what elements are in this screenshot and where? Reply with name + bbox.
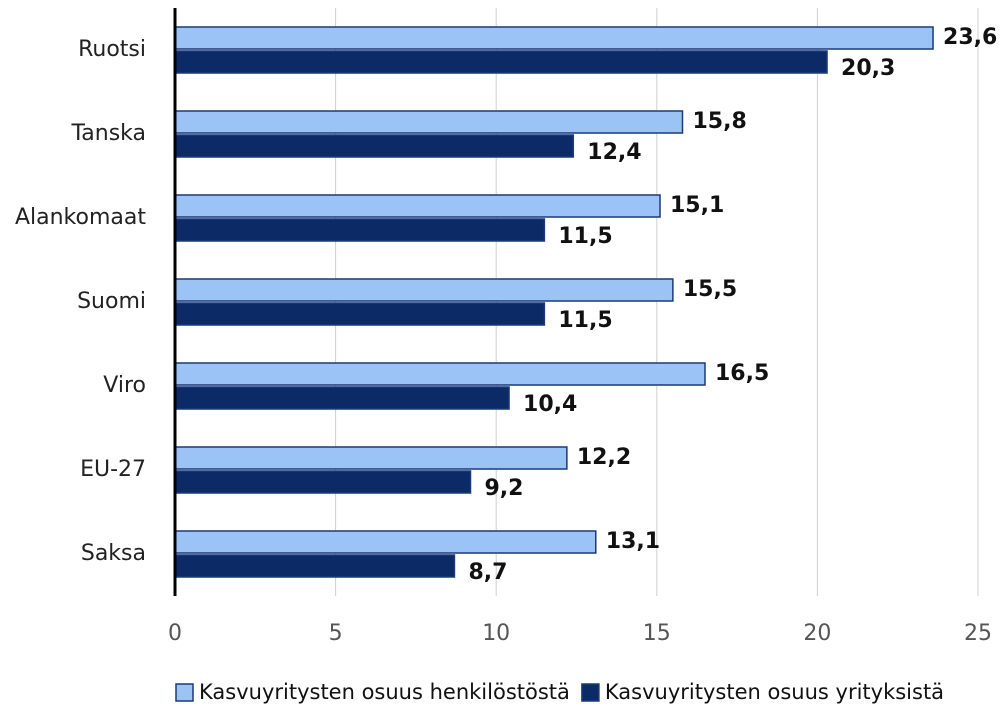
value-label: 13,1 xyxy=(606,529,660,554)
value-label: 15,8 xyxy=(692,109,746,134)
value-label: 8,7 xyxy=(468,560,507,585)
y-tick-label: EU-27 xyxy=(80,457,146,482)
bar xyxy=(174,110,684,134)
value-label: 11,5 xyxy=(558,308,612,333)
bar xyxy=(174,530,597,554)
value-label: 10,4 xyxy=(523,392,577,417)
value-label: 9,2 xyxy=(485,476,524,501)
bar xyxy=(174,194,661,218)
value-label: 12,4 xyxy=(587,140,641,165)
value-label: 15,1 xyxy=(670,193,724,218)
x-tick-label: 5 xyxy=(329,621,343,646)
bar xyxy=(174,218,546,242)
y-tick-label: Viro xyxy=(103,373,146,398)
bar xyxy=(174,386,510,410)
x-tick-label: 10 xyxy=(482,621,510,646)
x-tick-label: 20 xyxy=(803,621,831,646)
value-label: 23,6 xyxy=(943,25,997,50)
value-label: 12,2 xyxy=(577,445,631,470)
bar xyxy=(174,362,706,386)
y-tick-label: Alankomaat xyxy=(15,205,146,230)
legend-swatch xyxy=(175,683,194,702)
legend-label: Kasvuyritysten osuus yrityksistä xyxy=(605,680,944,704)
bar xyxy=(174,446,568,470)
bar xyxy=(174,470,472,494)
value-label: 11,5 xyxy=(558,224,612,249)
bar xyxy=(174,278,674,302)
bar xyxy=(174,302,546,326)
x-tick-label: 0 xyxy=(168,621,182,646)
legend-label: Kasvuyritysten osuus henkilöstöstä xyxy=(199,680,570,704)
y-tick-label: Ruotsi xyxy=(78,37,146,62)
legend-swatch xyxy=(581,683,600,702)
bar xyxy=(174,134,575,158)
y-tick-label: Saksa xyxy=(81,541,146,566)
value-label: 16,5 xyxy=(715,361,769,386)
y-tick-label: Suomi xyxy=(77,289,146,314)
y-tick-label: Tanska xyxy=(70,121,146,146)
value-label: 20,3 xyxy=(841,56,895,81)
bar xyxy=(174,554,456,578)
x-tick-label: 25 xyxy=(964,621,992,646)
bar xyxy=(174,50,828,74)
x-tick-label: 15 xyxy=(643,621,671,646)
bar xyxy=(174,26,934,50)
value-label: 15,5 xyxy=(683,277,737,302)
